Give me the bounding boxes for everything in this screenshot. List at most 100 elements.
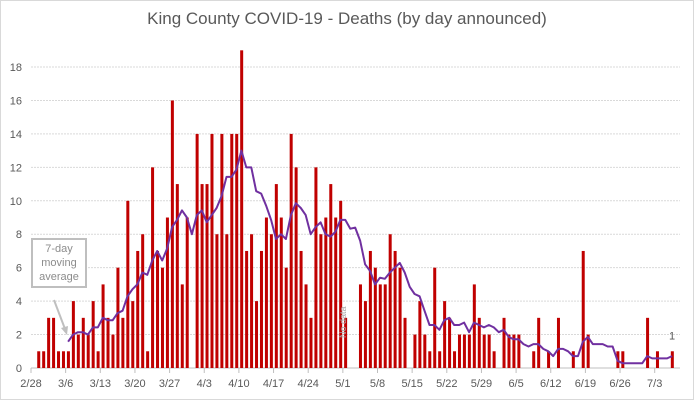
y-tick-label: 0 <box>16 363 22 375</box>
x-tick-label: 3/13 <box>90 378 111 390</box>
bar-4/10 <box>240 50 244 368</box>
bar-3/15 <box>111 334 115 368</box>
bar-3/14 <box>106 317 110 368</box>
bar-5/25 <box>462 334 466 368</box>
bar-3/17 <box>121 317 125 368</box>
bar-5/8 <box>378 284 382 368</box>
bar-6/26 <box>621 351 625 368</box>
x-tick-label: 5/29 <box>471 378 492 390</box>
bar-4/16 <box>269 234 273 368</box>
x-tick-label: 4/10 <box>228 378 249 390</box>
bar-3/27 <box>170 100 174 368</box>
bar-4/24 <box>309 317 313 368</box>
bar-6/18 <box>581 250 585 368</box>
bar-4/15 <box>264 217 268 368</box>
bar-7/6 <box>670 351 674 368</box>
bar-4/13 <box>255 301 259 368</box>
bar-4/5 <box>215 234 219 368</box>
bar-4/22 <box>299 250 303 368</box>
bar-5/4 <box>358 284 362 368</box>
bar-4/1 <box>195 133 199 368</box>
annotation-arrowhead-icon <box>61 326 68 335</box>
bar-4/27 <box>324 217 328 368</box>
bar-4/8 <box>230 133 234 368</box>
bar-5/9 <box>383 284 387 368</box>
y-tick-label: 14 <box>10 129 22 141</box>
bar-5/19 <box>433 267 437 368</box>
x-tick-label: 6/19 <box>575 378 596 390</box>
bar-5/17 <box>423 334 427 368</box>
bar-6/19 <box>586 334 590 368</box>
y-tick-label: 2 <box>16 330 22 342</box>
x-tick-label: 4/24 <box>297 378 318 390</box>
bar-3/18 <box>126 200 130 368</box>
bar-3/10 <box>86 334 90 368</box>
bar-5/30 <box>487 334 491 368</box>
bar-6/3 <box>507 334 511 368</box>
bar-6/9 <box>537 317 541 368</box>
bar-4/29 <box>334 217 338 368</box>
chart-title: King County COVID-19 - Deaths (by day an… <box>147 9 547 28</box>
bar-6/5 <box>517 334 521 368</box>
bar-5/11 <box>393 250 397 368</box>
bar-5/6 <box>368 250 372 368</box>
bar-3/6 <box>66 351 70 368</box>
bar-3/13 <box>101 284 105 368</box>
bar-7/1 <box>646 317 650 368</box>
bar-5/24 <box>457 334 461 368</box>
bar-3/11 <box>91 301 95 368</box>
bar-4/2 <box>200 184 204 368</box>
y-tick-label: 6 <box>16 263 22 275</box>
bar-3/16 <box>116 267 120 368</box>
bar-4/14 <box>259 250 263 368</box>
annotation-line: average <box>39 271 79 283</box>
bar-5/28 <box>477 317 481 368</box>
bar-4/9 <box>235 133 239 368</box>
y-tick-label: 4 <box>16 296 22 308</box>
bar-5/12 <box>398 267 402 368</box>
bar-5/5 <box>363 301 367 368</box>
bar-5/26 <box>467 334 471 368</box>
x-tick-label: 6/5 <box>508 378 523 390</box>
x-tick-label: 5/15 <box>401 378 422 390</box>
x-tick-label: 5/22 <box>436 378 457 390</box>
bar-5/20 <box>438 351 442 368</box>
x-tick-label: 2/28 <box>20 378 41 390</box>
x-tick-label: 6/12 <box>540 378 561 390</box>
bar-5/16 <box>418 301 422 368</box>
annotation-line: moving <box>41 257 77 269</box>
bar-3/20 <box>136 250 140 368</box>
bar-4/23 <box>304 284 308 368</box>
bar-4/21 <box>294 167 298 368</box>
x-tick-label: 5/8 <box>370 378 385 390</box>
bar-5/22 <box>448 317 452 368</box>
moving-average-annotation: 7-day moving average <box>31 238 87 288</box>
x-tick-label: 4/3 <box>197 378 212 390</box>
annotation-arrow <box>53 299 66 330</box>
bar-6/16 <box>571 351 575 368</box>
bar-4/11 <box>245 250 249 368</box>
bar-3/3 <box>52 317 56 368</box>
bar-7/3 <box>655 351 659 368</box>
bar-3/21 <box>141 234 145 368</box>
bar-3/2 <box>47 317 51 368</box>
bar-4/17 <box>274 184 278 368</box>
x-tick-label: 3/27 <box>159 378 180 390</box>
no-data-label: No data <box>338 306 348 338</box>
y-tick-label: 16 <box>10 95 22 107</box>
bar-3/4 <box>57 351 61 368</box>
bar-5/13 <box>403 317 407 368</box>
bar-6/4 <box>512 334 516 368</box>
bar-4/26 <box>319 234 323 368</box>
bar-5/18 <box>428 351 432 368</box>
bar-3/19 <box>131 301 135 368</box>
x-tick-label: 7/3 <box>647 378 662 390</box>
bar-3/9 <box>81 317 85 368</box>
bar-5/27 <box>472 284 476 368</box>
bar-3/23 <box>151 167 155 368</box>
bar-6/2 <box>502 317 506 368</box>
x-tick-label: 4/17 <box>263 378 284 390</box>
y-tick-label: 8 <box>16 229 22 241</box>
